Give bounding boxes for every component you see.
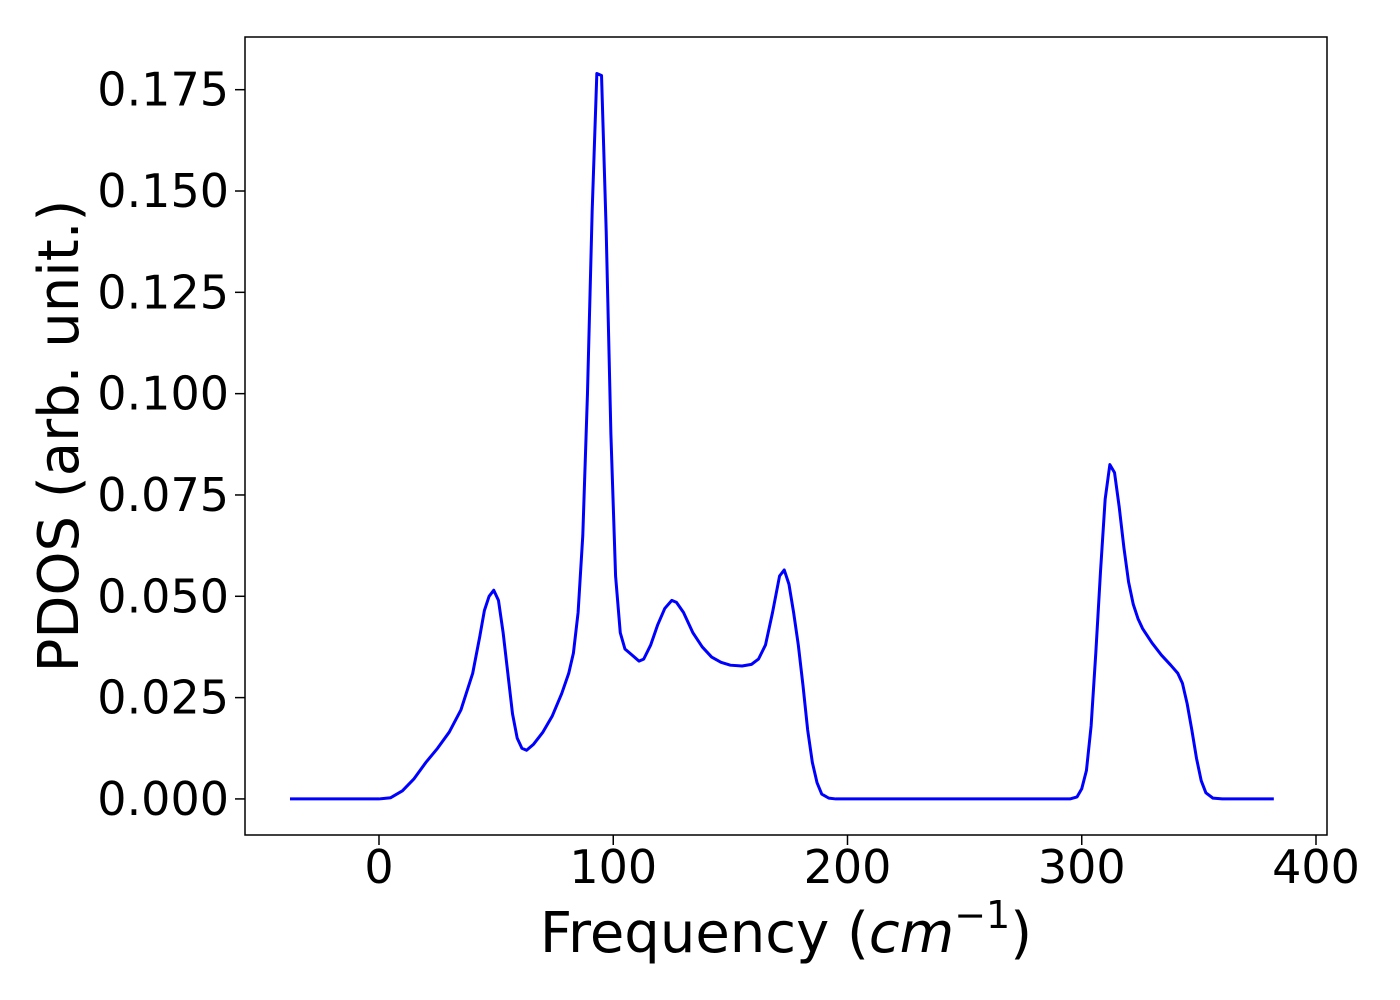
y-tick-label: 0.025 <box>97 671 229 725</box>
y-axis-label: PDOS (arb. unit.) <box>27 200 92 673</box>
x-axis-label: Frequency (cm−1) <box>540 893 1032 966</box>
x-tick-label: 0 <box>364 840 393 894</box>
x-tick-label: 400 <box>1272 840 1360 894</box>
x-tick-label: 300 <box>1038 840 1126 894</box>
y-tick-label: 0.175 <box>97 63 229 117</box>
x-tick-label: 100 <box>569 840 657 894</box>
y-tick-label: 0.125 <box>97 265 229 319</box>
y-tick-label: 0.075 <box>97 468 229 522</box>
pdos-line <box>289 71 1274 801</box>
y-tick-label: 0.050 <box>97 569 229 623</box>
y-tick-label: 0.000 <box>97 772 229 826</box>
y-tick-label: 0.150 <box>97 164 229 218</box>
plot-frame <box>244 36 1328 836</box>
y-tick-label: 0.100 <box>97 367 229 421</box>
x-tick-label: 200 <box>804 840 892 894</box>
